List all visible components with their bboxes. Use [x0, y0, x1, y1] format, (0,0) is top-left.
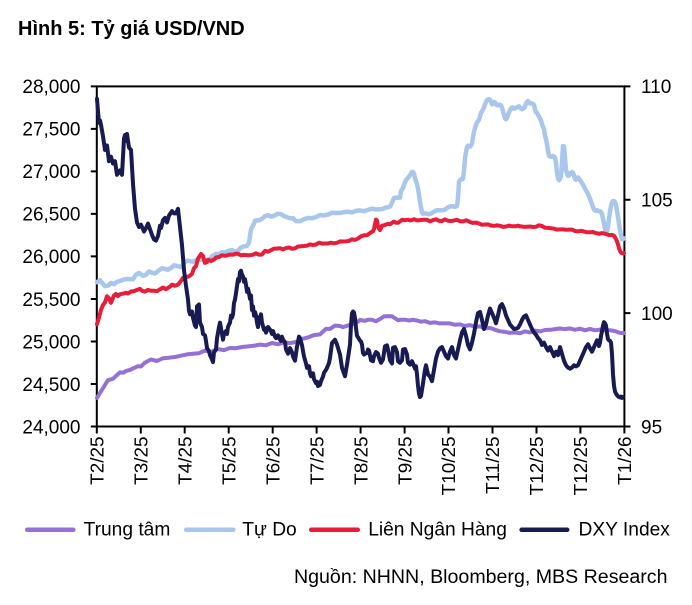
svg-text:T12/25: T12/25 [527, 437, 548, 496]
svg-text:T6/25: T6/25 [263, 437, 284, 485]
svg-text:Tự Do: Tự Do [242, 519, 296, 540]
svg-text:T4/25: T4/25 [175, 437, 196, 485]
svg-text:DXY Index: DXY Index [579, 519, 671, 540]
svg-text:26,500: 26,500 [22, 205, 80, 226]
svg-text:T3/25: T3/25 [132, 437, 153, 485]
svg-text:100: 100 [641, 304, 673, 325]
svg-text:T9/25: T9/25 [395, 437, 416, 485]
svg-text:Trung tâm: Trung tâm [84, 519, 171, 540]
svg-text:T10/25: T10/25 [439, 437, 460, 496]
svg-text:28,000: 28,000 [22, 77, 80, 98]
svg-text:T1/26: T1/26 [615, 437, 636, 485]
svg-text:T8/25: T8/25 [351, 437, 372, 485]
svg-text:25,500: 25,500 [22, 290, 80, 311]
svg-text:24,500: 24,500 [22, 375, 80, 396]
svg-text:105: 105 [641, 191, 673, 212]
svg-text:95: 95 [641, 417, 662, 438]
svg-text:T11/25: T11/25 [483, 437, 504, 494]
svg-text:T7/25: T7/25 [307, 437, 328, 485]
svg-text:26,000: 26,000 [22, 247, 80, 268]
svg-text:110: 110 [641, 77, 671, 98]
svg-text:T12/25: T12/25 [571, 437, 592, 496]
svg-text:T2/25: T2/25 [88, 437, 109, 485]
svg-text:T5/25: T5/25 [219, 437, 240, 485]
svg-text:25,000: 25,000 [22, 332, 80, 353]
svg-text:24,000: 24,000 [22, 417, 80, 438]
svg-text:Liên Ngân Hàng: Liên Ngân Hàng [368, 519, 507, 540]
svg-text:Hình 5: Tỷ giá USD/VND: Hình 5: Tỷ giá USD/VND [18, 18, 245, 40]
svg-text:Nguồn: NHNN, Bloomberg, MBS Re: Nguồn: NHNN, Bloomberg, MBS Research [294, 566, 668, 588]
svg-text:27,500: 27,500 [22, 120, 80, 141]
svg-text:27,000: 27,000 [22, 162, 80, 183]
